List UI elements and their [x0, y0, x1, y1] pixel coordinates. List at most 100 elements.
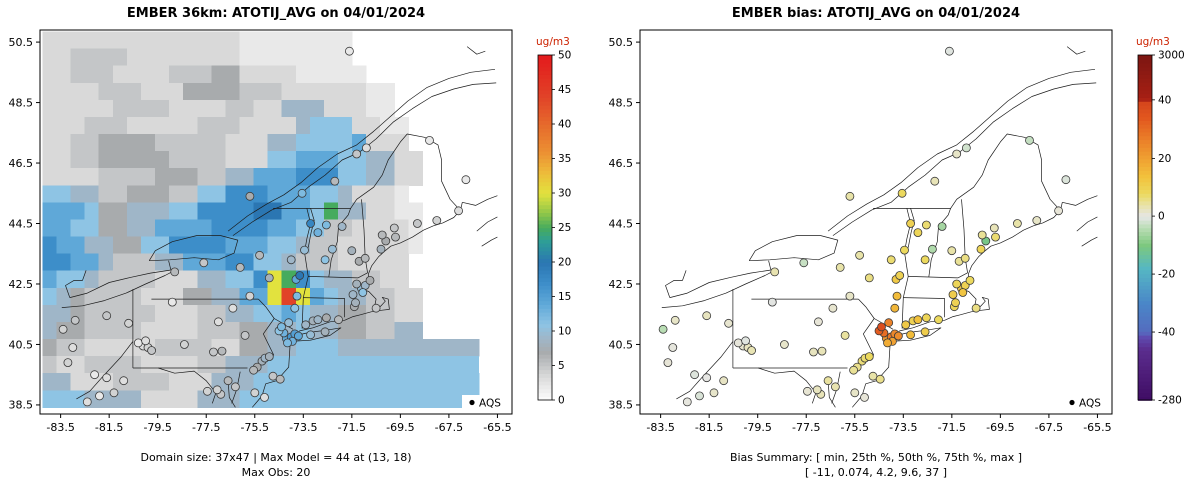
svg-text:20: 20	[1158, 153, 1171, 165]
aqs-legend-dot	[469, 399, 475, 406]
colorbar-units-label: ug/m3	[1136, 36, 1170, 48]
svg-text:46.5: 46.5	[609, 157, 634, 170]
station-point	[948, 290, 958, 300]
station-point	[906, 219, 916, 228]
aqs-legend: AQS	[462, 395, 508, 410]
station-point	[284, 318, 294, 328]
svg-text:-67.5: -67.5	[1035, 421, 1063, 434]
svg-text:-79.5: -79.5	[743, 421, 771, 434]
station-point	[767, 297, 777, 307]
map-area	[658, 46, 1098, 408]
station-point	[670, 315, 680, 325]
model-panel-title: EMBER 36km: ATOTIJ_AVG on 04/01/2024	[126, 6, 426, 21]
station-point	[425, 135, 434, 145]
aqs-legend-dot	[1069, 399, 1075, 406]
station-point	[209, 347, 218, 357]
station-point	[347, 246, 357, 256]
axis-ticks: -83.5 -81.5 -79.5 -77.5 -75.5 -73.5 -71.5 -69.5…	[9, 36, 512, 434]
svg-text:-65.5: -65.5	[1083, 421, 1111, 434]
station-point	[412, 219, 422, 228]
svg-text:5: 5	[558, 360, 565, 372]
station-point	[770, 267, 780, 277]
station-point	[300, 245, 309, 255]
svg-text:-71.5: -71.5	[338, 421, 366, 434]
station-point	[976, 244, 986, 254]
station-point	[293, 331, 303, 341]
svg-text:-65.5: -65.5	[483, 421, 511, 434]
station-point	[921, 313, 931, 323]
station-point	[920, 255, 930, 265]
station-point	[952, 149, 962, 159]
station-point	[286, 255, 296, 265]
station-point	[306, 330, 316, 340]
station-point	[883, 338, 892, 348]
station-point	[360, 253, 370, 263]
svg-text:0: 0	[1158, 211, 1165, 223]
station-point	[213, 317, 223, 327]
bias-map-canvas: AQS -83.5 -81.5 -79.5 -77.5 -75.5 -73.5 -71.5 -6…	[609, 29, 1185, 434]
station-point	[212, 385, 222, 395]
station-point	[835, 262, 845, 272]
station-point	[897, 188, 907, 198]
station-point	[864, 352, 874, 362]
station-point	[977, 230, 987, 240]
station-point	[991, 232, 1000, 242]
station-point	[179, 340, 189, 349]
station-point	[875, 374, 885, 384]
svg-text:-71.5: -71.5	[938, 421, 966, 434]
svg-text:-79.5: -79.5	[143, 421, 171, 434]
plot-border	[639, 29, 1113, 415]
station-point	[817, 346, 827, 356]
station-point	[809, 347, 818, 357]
outline-layer	[61, 46, 498, 408]
station-point	[849, 365, 859, 375]
axis-ticks: -83.5 -81.5 -79.5 -77.5 -75.5 -73.5 -71.5 -69.5…	[609, 36, 1112, 434]
svg-text:20: 20	[558, 257, 571, 269]
station-point	[682, 397, 692, 407]
svg-text:-73.5: -73.5	[289, 421, 317, 434]
station-point	[260, 392, 269, 402]
model-caption-domain: Domain size: 37x47 | Max Model = 44 at (…	[140, 451, 412, 464]
station-point	[855, 250, 865, 260]
station-point	[461, 175, 471, 185]
model-caption-maxobs: Max Obs: 20	[241, 466, 311, 479]
station-point	[202, 386, 212, 396]
plot-border	[39, 29, 513, 415]
station-point	[245, 191, 255, 201]
station-point	[845, 191, 855, 201]
station-point	[733, 338, 743, 348]
station-point	[921, 220, 931, 230]
station-point	[937, 222, 947, 231]
station-point	[930, 176, 940, 186]
station-point	[352, 149, 362, 159]
station-point	[391, 232, 400, 242]
station-point	[295, 271, 305, 280]
station-point	[913, 315, 923, 325]
station-point	[268, 371, 278, 381]
station-point	[860, 392, 869, 402]
svg-text:48.5: 48.5	[9, 96, 34, 109]
station-point	[927, 244, 937, 254]
svg-text:42.5: 42.5	[609, 278, 634, 291]
svg-text:40.5: 40.5	[9, 338, 34, 351]
station-point	[960, 253, 970, 263]
svg-text:-73.5: -73.5	[889, 421, 917, 434]
map-area	[42, 31, 498, 408]
svg-text:15: 15	[558, 291, 571, 303]
svg-text:44.5: 44.5	[9, 217, 34, 230]
station-point	[230, 382, 240, 392]
station-point	[297, 188, 307, 198]
svg-text:-69.5: -69.5	[386, 421, 414, 434]
station-point	[313, 228, 323, 238]
station-point	[240, 330, 250, 340]
station-point	[864, 273, 874, 283]
station-point	[658, 324, 668, 334]
station-point	[351, 298, 360, 308]
svg-text:46.5: 46.5	[9, 157, 34, 170]
station-point	[245, 291, 255, 301]
station-point	[109, 388, 119, 398]
station-point	[264, 352, 274, 362]
svg-text:AQS: AQS	[1079, 398, 1101, 410]
station-point	[371, 303, 381, 313]
station-point	[90, 370, 99, 380]
